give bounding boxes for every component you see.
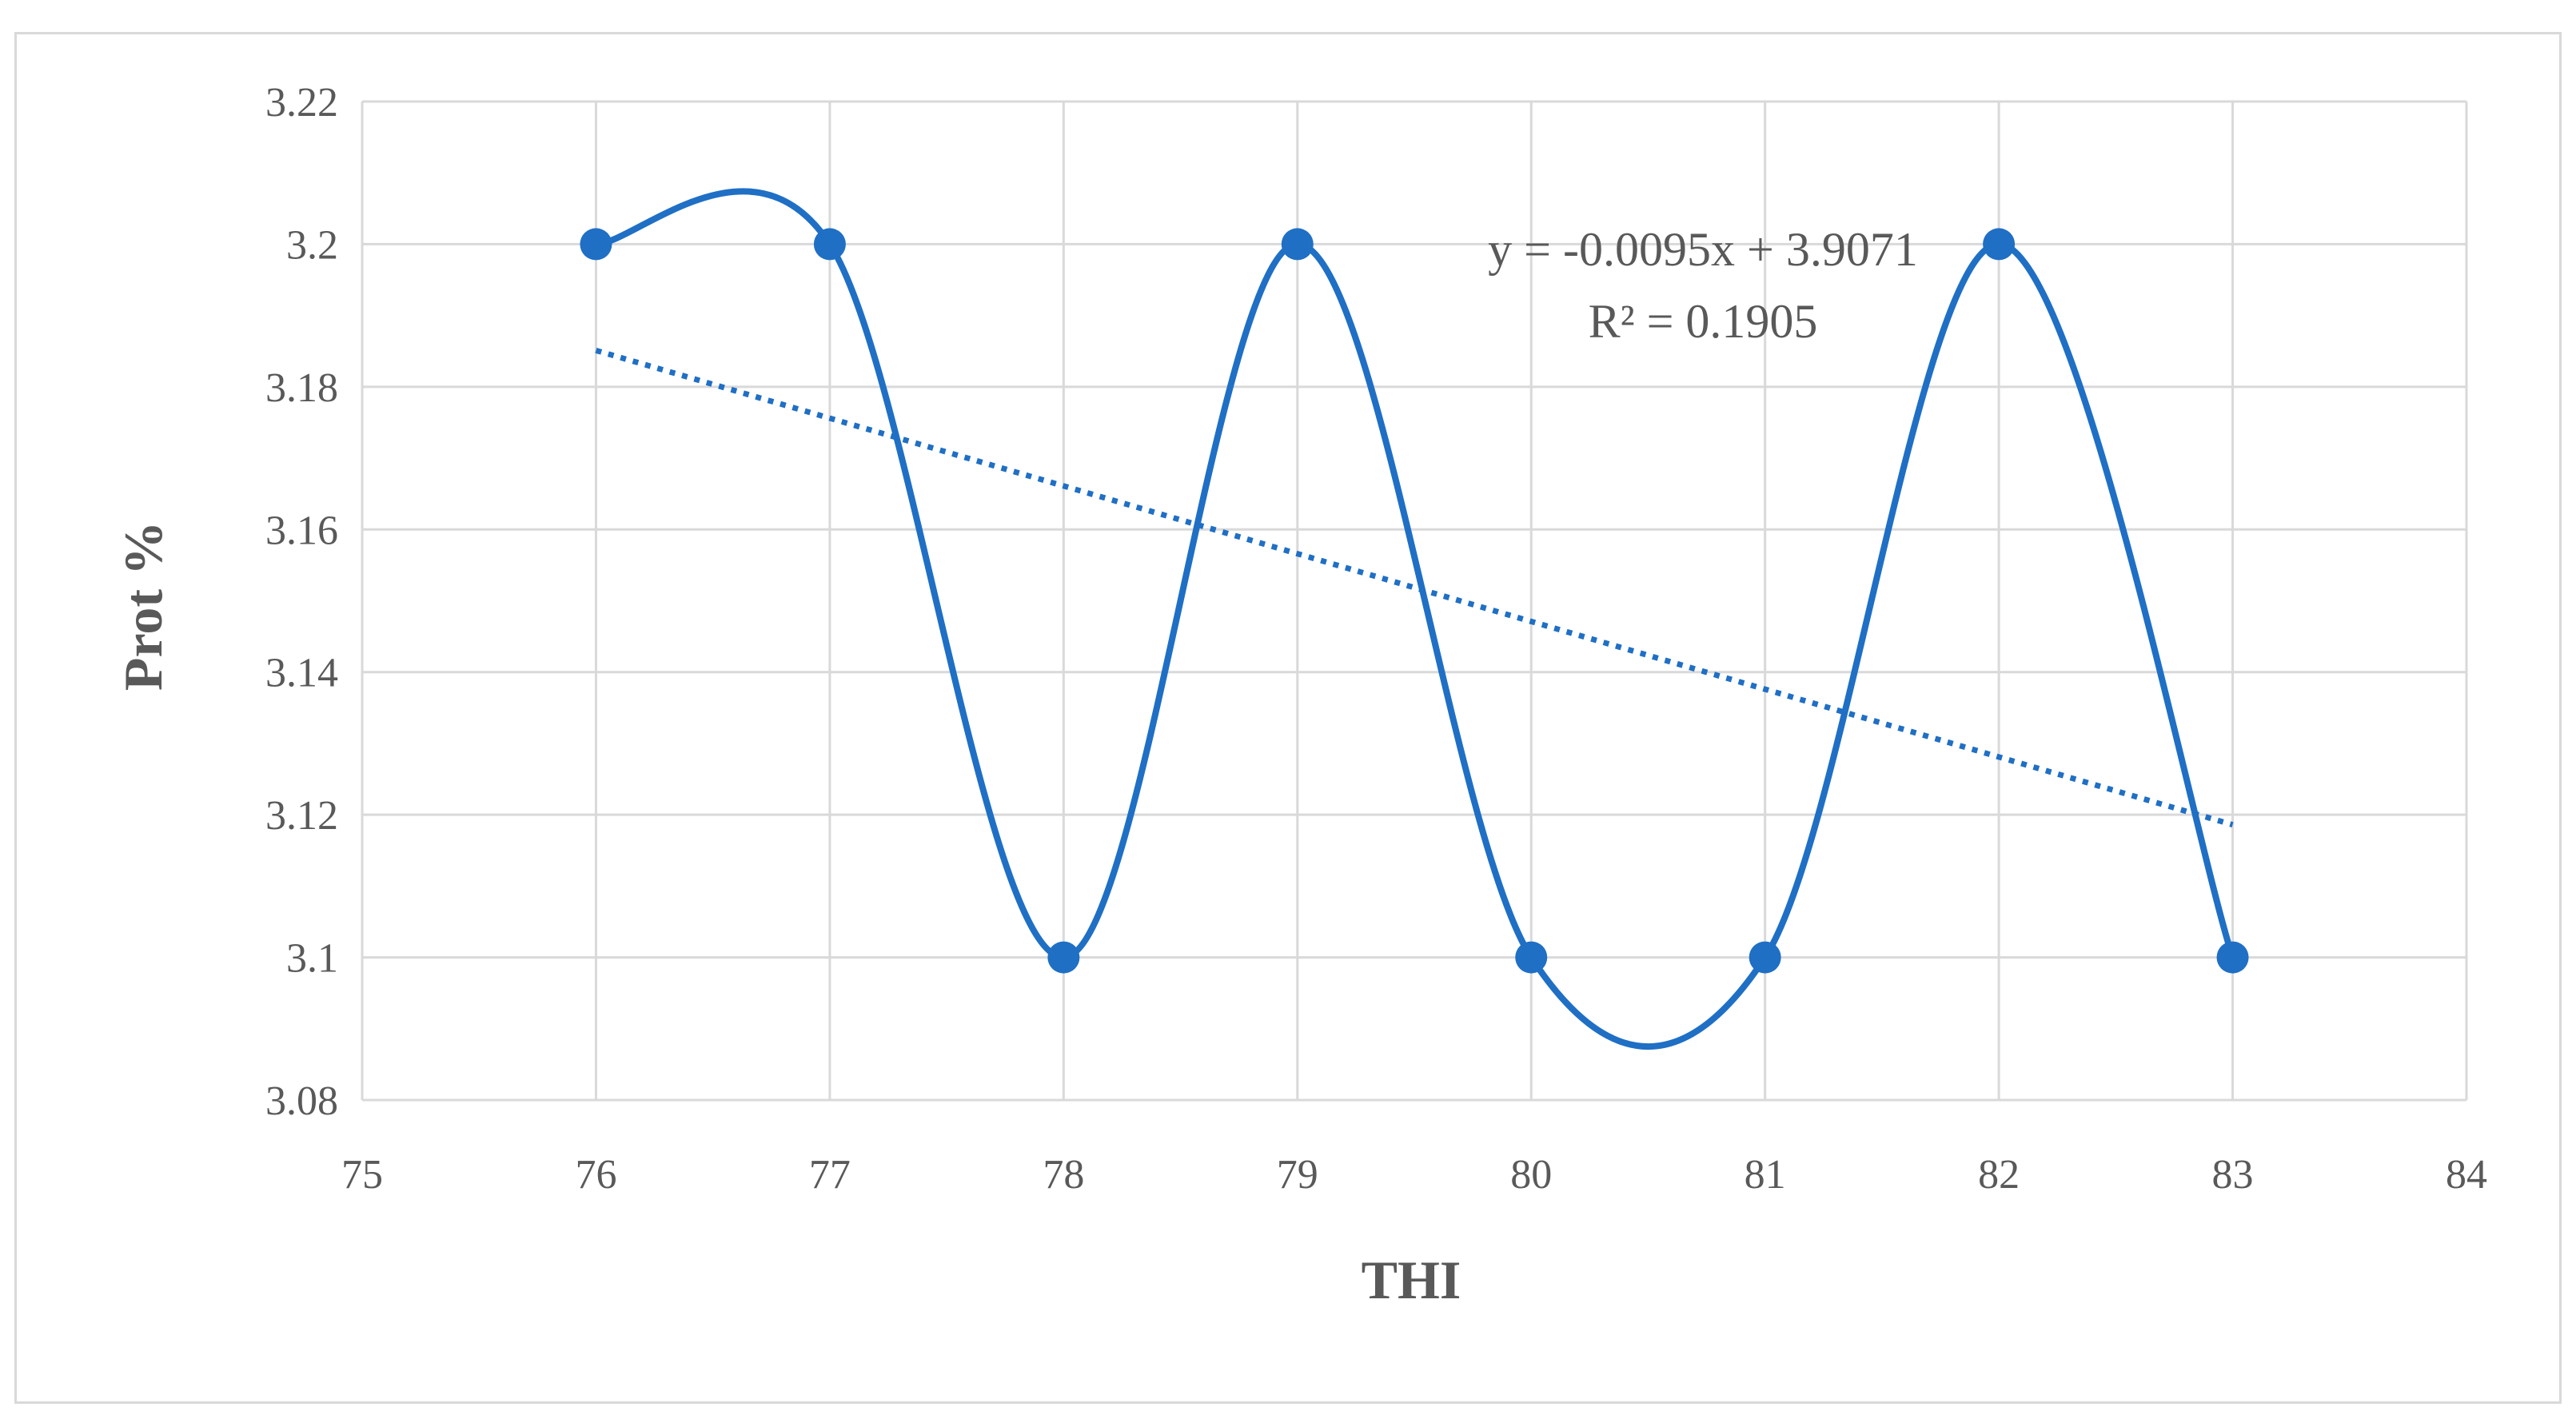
y-tick-label: 3.14	[265, 651, 338, 696]
y-tick-label: 3.18	[265, 365, 338, 411]
data-point	[1047, 941, 1080, 974]
gridlines	[361, 100, 2468, 1102]
y-tick-label: 3.2	[286, 222, 338, 268]
trendline-group	[595, 347, 2234, 827]
data-point	[1281, 228, 1314, 261]
x-tick-label: 80	[1510, 1152, 1552, 1198]
y-tick-label: 3.12	[265, 793, 338, 839]
data-point	[1515, 941, 1548, 974]
y-tick-label: 3.22	[265, 80, 338, 126]
y-axis-title: Prot %	[113, 521, 173, 691]
x-tick-label: 83	[2212, 1152, 2254, 1198]
data-point	[2216, 941, 2249, 974]
x-axis-title: THI	[1362, 1250, 1461, 1310]
x-tick-label: 82	[1978, 1152, 2020, 1198]
x-tick-label: 76	[575, 1152, 616, 1198]
data-point	[1983, 228, 2016, 261]
x-tick-label: 78	[1043, 1152, 1084, 1198]
y-tick-label: 3.1	[286, 936, 338, 982]
data-point	[1749, 941, 1781, 974]
trendline-r2-label: R² = 0.1905	[1589, 295, 1818, 348]
x-tick-label: 81	[1745, 1152, 1786, 1198]
data-point	[813, 228, 846, 261]
series-line	[596, 188, 2236, 1050]
data-point	[580, 228, 612, 261]
y-tick-label: 3.16	[265, 508, 338, 553]
chart-frame	[14, 32, 2562, 1404]
trendline	[595, 347, 2234, 827]
y-tick-labels: 3.08 3.1 3.12 3.14 3.16 3.18 3.2 3.22	[265, 80, 338, 1124]
trendline-equation-label: y = -0.0095x + 3.9071	[1488, 223, 1918, 276]
x-tick-label: 77	[809, 1152, 851, 1198]
x-tick-label: 75	[341, 1152, 383, 1198]
y-tick-label: 3.08	[265, 1078, 338, 1124]
x-tick-label: 84	[2446, 1152, 2487, 1198]
x-tick-label: 79	[1277, 1152, 1318, 1198]
series-group	[580, 188, 2249, 1050]
x-tick-labels: 75 76 77 78 79 80 81 82 83 84	[341, 1152, 2487, 1198]
